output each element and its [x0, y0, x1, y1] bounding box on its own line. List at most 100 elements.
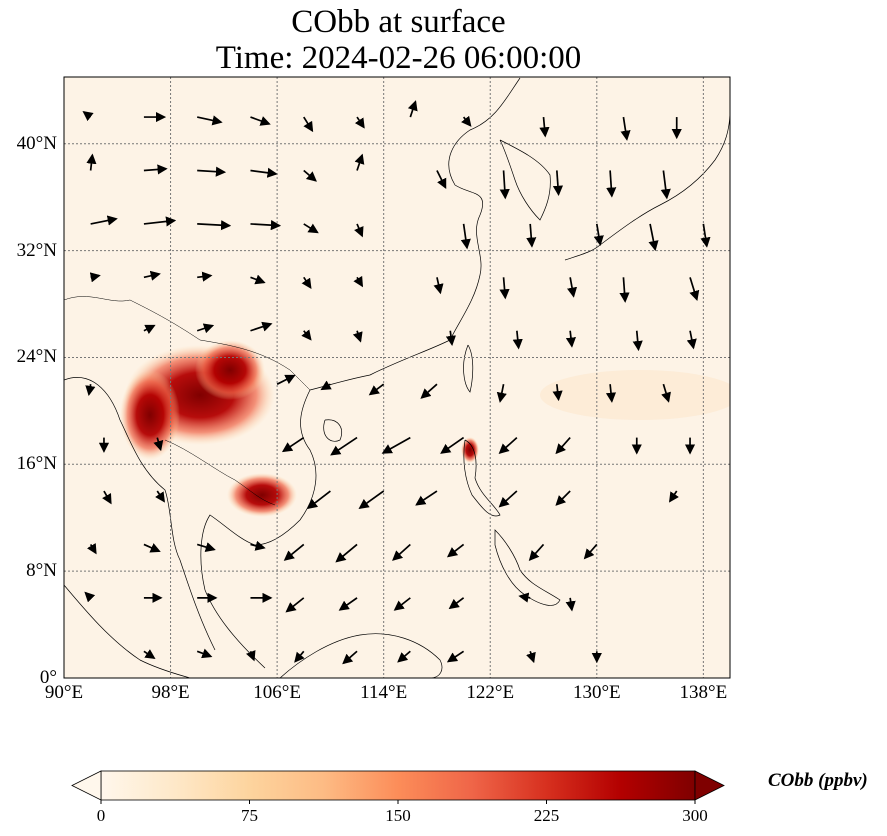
coastline-china-east [309, 77, 521, 391]
coastline-taiwan [463, 344, 474, 393]
wind-arrow [330, 436, 358, 456]
colorbar-tick-label: 0 [96, 806, 106, 825]
y-tick-label: 0° [39, 667, 57, 688]
map-frame [63, 76, 731, 679]
co-hotspot-myanmar [120, 370, 180, 460]
wind-arrow [526, 223, 537, 248]
wind-arrow [306, 490, 331, 510]
x-tick-label: 114°E [360, 682, 408, 703]
wind-vector-layer [82, 100, 711, 665]
wind-arrow [397, 650, 411, 663]
wind-arrow [368, 383, 385, 396]
wind-arrow [660, 170, 671, 200]
colorbar-tick-label: 300 [682, 806, 708, 825]
wind-arrow [153, 437, 164, 452]
wind-arrow [353, 275, 364, 288]
wind-arrow [440, 436, 465, 454]
wind-arrow [143, 324, 156, 335]
gridlines [64, 77, 730, 678]
co-haze-pacific [540, 370, 730, 420]
wind-arrow [512, 330, 523, 350]
wind-arrow [281, 436, 305, 453]
wind-arrow [143, 543, 161, 553]
wind-arrow [565, 597, 576, 612]
wind-arrow [415, 490, 438, 506]
y-tick-label: 24°N [16, 346, 57, 368]
y-tick-label: 40°N [16, 132, 57, 154]
wind-arrow [518, 592, 531, 603]
wind-arrow [552, 384, 563, 402]
wind-arrow [661, 383, 671, 403]
wind-arrow [197, 220, 232, 231]
wind-arrow [276, 374, 296, 385]
colorbar-tick-label: 75 [241, 806, 258, 825]
wind-arrow [102, 490, 112, 505]
map-title: CObb at surface [291, 4, 506, 40]
wind-arrow [197, 271, 213, 282]
wind-arrow [461, 115, 472, 127]
wind-arrow [499, 277, 510, 300]
wind-arrow [84, 591, 96, 603]
y-tick-label: 32°N [16, 239, 57, 261]
wind-arrow [303, 116, 314, 133]
wind-arrow [668, 490, 679, 503]
wind-arrow [420, 383, 438, 399]
x-tick-label: 130°E [572, 682, 621, 703]
x-tick-label: 138°E [679, 682, 728, 703]
wind-arrow [567, 277, 578, 298]
wind-arrow [498, 436, 518, 455]
wind-arrow [86, 543, 97, 555]
wind-arrow [250, 167, 278, 178]
wind-arrow [605, 384, 617, 403]
wind-arrow [445, 330, 456, 347]
wind-arrow [301, 276, 312, 289]
wind-arrow [245, 650, 256, 662]
wind-arrow [143, 270, 161, 281]
coastline-philippines-south [494, 529, 561, 606]
wind-arrow [381, 436, 411, 454]
coastline-japan [564, 109, 730, 261]
border-laos-thailand [164, 439, 276, 506]
wind-arrow [354, 223, 364, 238]
wind-arrow [301, 329, 312, 341]
wind-arrow [90, 215, 118, 226]
wind-arrow [555, 490, 571, 506]
wind-arrow [498, 490, 518, 508]
wind-arrow [197, 166, 227, 177]
colorbar-tick-label: 225 [533, 806, 560, 825]
wind-arrow [460, 223, 471, 250]
wind-arrow [85, 384, 96, 397]
wind-arrow [407, 100, 418, 118]
wind-arrow [565, 330, 576, 348]
co-hotspot-luzon [461, 437, 479, 463]
wind-arrow [285, 597, 305, 613]
wind-arrow [446, 543, 465, 558]
wind-arrow [526, 651, 536, 664]
wind-arrow [499, 170, 510, 200]
colorbar-gradient [100, 770, 696, 801]
wind-arrow [632, 330, 643, 352]
wind-arrow [352, 330, 363, 343]
wind-arrow [392, 543, 411, 561]
wind-arrow [700, 223, 711, 248]
wind-arrow [648, 223, 659, 252]
colorbar-tick-label: 150 [385, 806, 411, 825]
wind-arrow [89, 272, 101, 283]
wind-arrow [283, 543, 305, 561]
wind-arrow [143, 164, 168, 175]
wind-arrow [82, 110, 94, 122]
wind-arrow [358, 490, 385, 510]
wind-arrow [335, 543, 358, 563]
wind-arrow [155, 490, 165, 503]
wind-arrow [294, 650, 305, 663]
colorbar-extend-low [71, 770, 102, 801]
x-tick-label: 98°E [151, 682, 190, 703]
wind-arrow [143, 649, 156, 660]
hotspot-layer [120, 340, 730, 517]
wind-arrow [593, 223, 604, 246]
wind-arrow [528, 543, 545, 562]
wind-arrow [303, 223, 319, 234]
wind-arrow [250, 116, 271, 126]
wind-arrow [196, 323, 215, 334]
